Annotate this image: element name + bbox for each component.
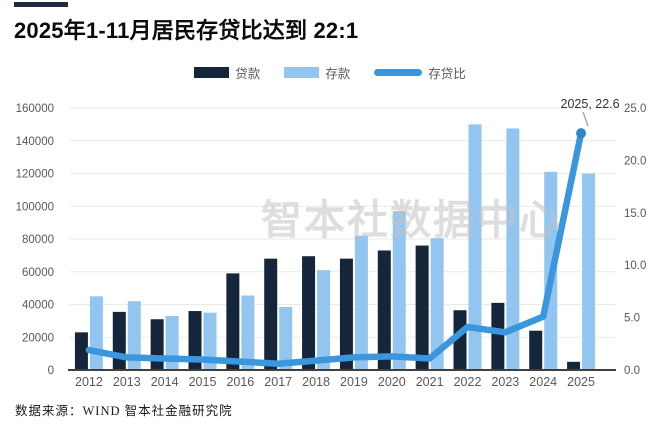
bar-loans-2022 (453, 310, 467, 370)
x-axis-label-2017: 2017 (264, 375, 292, 389)
bar-loans-2017 (264, 258, 278, 370)
x-axis-label-2013: 2013 (113, 375, 141, 389)
legend-item-deposits: 存款 (284, 63, 350, 82)
left-axis-tick: 80000 (22, 234, 54, 246)
bar-loans-2014 (150, 319, 164, 370)
right-axis-tick: 25.0 (624, 103, 646, 115)
x-axis-label-2016: 2016 (226, 375, 254, 389)
ratio-line (85, 129, 585, 367)
legend-label-deposits: 存款 (325, 66, 351, 81)
legend-item-loans: 贷款 (194, 63, 260, 82)
bar-deposits-2018 (317, 270, 331, 370)
bar-loans-2023 (491, 302, 505, 370)
right-axis-tick: 5.0 (624, 313, 640, 325)
bar-deposits-2012 (89, 296, 103, 370)
bar-deposits-2025 (582, 173, 596, 370)
left-axis-tick: 160000 (16, 103, 54, 115)
left-axis-tick: 20000 (22, 332, 54, 344)
x-axis-label-2024: 2024 (529, 375, 557, 389)
right-axis-tick: 0.0 (624, 365, 640, 377)
bar-loans-2020 (377, 250, 391, 370)
ratio-line-end-dot (576, 128, 587, 139)
bar-deposits-2015 (203, 312, 217, 370)
x-axis-label-2014: 2014 (151, 375, 179, 389)
x-axis-label-2012: 2012 (75, 375, 103, 389)
deposits-swatch-icon (284, 66, 320, 78)
bar-deposits-2017 (279, 306, 293, 370)
x-axis-label-2023: 2023 (491, 375, 519, 389)
x-axis-label-2022: 2022 (454, 375, 482, 389)
bar-loans-2013 (112, 311, 126, 370)
annotation-leader-line (582, 111, 589, 127)
x-axis-label-2015: 2015 (189, 375, 217, 389)
chart-legend: 贷款 存款 存贷比 (0, 62, 660, 82)
bar-deposits-2019 (354, 235, 368, 370)
annotation-label: 2025, 22.6 (561, 97, 620, 111)
legend-label-loans: 贷款 (235, 66, 261, 81)
left-axis-tick: 40000 (22, 300, 54, 312)
bar-deposits-2023 (506, 128, 520, 370)
bar-deposits-2021 (430, 238, 444, 370)
bar-deposits-2013 (127, 301, 141, 370)
bar-loans-2019 (339, 258, 353, 370)
legend-item-ratio: 存贷比 (374, 63, 466, 82)
bar-loans-2015 (188, 311, 202, 370)
bar-loans-2016 (226, 273, 240, 370)
right-axis-tick: 15.0 (624, 208, 646, 220)
title-accent-bar (14, 2, 68, 7)
x-axis-label-2025: 2025 (567, 375, 595, 389)
bar-deposits-2022 (468, 124, 482, 370)
x-axis-label-2020: 2020 (378, 375, 406, 389)
bar-loans-2025 (567, 361, 581, 370)
left-axis-tick: 140000 (16, 136, 54, 148)
page-title: 2025年1-11月居民存贷比达到 22:1 (14, 18, 359, 43)
ratio-line-swatch-icon (374, 68, 423, 76)
right-axis-tick: 20.0 (624, 155, 646, 167)
left-axis-tick: 0 (48, 365, 54, 377)
x-axis-label-2019: 2019 (340, 375, 368, 389)
left-axis-tick: 60000 (22, 267, 54, 279)
loans-swatch-icon (194, 66, 230, 78)
bar-deposits-2016 (241, 295, 255, 370)
x-axis-label-2021: 2021 (416, 375, 444, 389)
left-axis-tick: 100000 (16, 201, 54, 213)
left-axis-tick: 120000 (16, 169, 54, 181)
x-axis-label-2018: 2018 (302, 375, 330, 389)
bar-deposits-2020 (392, 211, 406, 370)
bar-loans-2012 (74, 332, 88, 370)
data-source-note: 数据来源：WIND 智本社金融研究院 (15, 404, 233, 418)
bar-loans-2018 (302, 256, 316, 370)
right-axis-tick: 10.0 (624, 260, 646, 272)
legend-label-ratio: 存贷比 (428, 66, 466, 81)
bar-loans-2021 (415, 245, 429, 370)
bar-loans-2024 (529, 330, 543, 370)
